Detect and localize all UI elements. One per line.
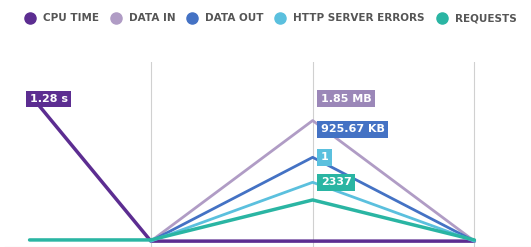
Text: 1.28 s: 1.28 s — [30, 94, 67, 104]
Text: 1: 1 — [321, 152, 329, 162]
Text: 925.67 KB: 925.67 KB — [321, 124, 384, 134]
Text: 1.85 MB: 1.85 MB — [321, 94, 371, 103]
Legend: CPU TIME, DATA IN, DATA OUT, HTTP SERVER ERRORS, REQUESTS: CPU TIME, DATA IN, DATA OUT, HTTP SERVER… — [20, 13, 517, 23]
Text: 2337: 2337 — [321, 177, 352, 187]
